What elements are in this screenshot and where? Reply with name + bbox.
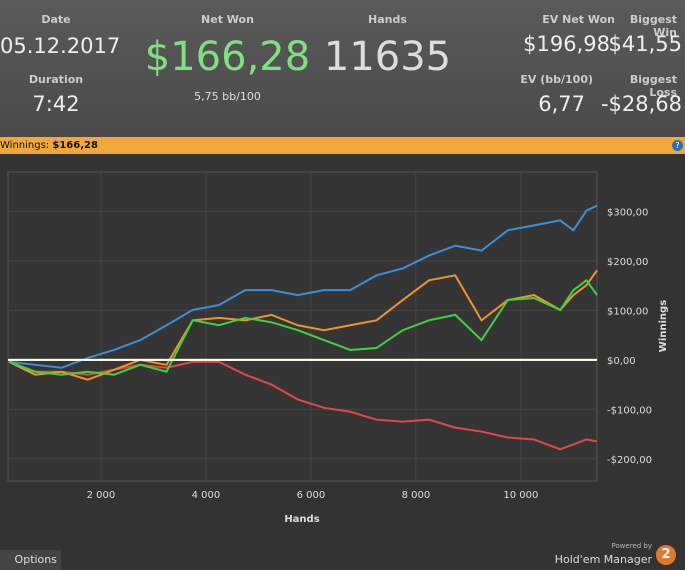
duration-label: Duration [28, 73, 84, 86]
ev-bb100: 6,77 [538, 92, 585, 116]
y-tick-label: $100,00 [607, 306, 648, 317]
banner: Winnings: $166,28 ? [0, 137, 685, 154]
options-button[interactable]: Options [0, 550, 61, 570]
x-tick-label: 4 000 [192, 490, 221, 501]
series-line [8, 269, 598, 381]
banner-label: Winnings: [0, 140, 50, 151]
biggest-loss-label: Biggest Loss [629, 73, 677, 99]
y-tick-label: -$100,00 [607, 405, 652, 416]
ev-bb100-label: EV (bb/100) [520, 73, 593, 86]
date: 05.12.2017 [0, 34, 121, 58]
summary-panel: Date 05.12.2017 Duration 7:42 Net Won $1… [0, 0, 685, 137]
bb100: 5,75 bb/100 [194, 90, 261, 103]
chart: Winnings Hands 2 000 4 000 6 000 8 000 10 00… [7, 171, 669, 525]
powered-by: Powered by [611, 542, 652, 550]
ev-net-won-label: EV Net Won [542, 13, 615, 26]
date-label: Date [41, 13, 71, 26]
brand: Hold'em Manager [554, 553, 652, 566]
y-tick-label: $0,00 [607, 356, 636, 367]
ev-net-won: $196,98 [523, 32, 610, 56]
y-tick-label: $300,00 [607, 208, 648, 219]
hands-label: Hands [368, 13, 407, 26]
banner-value: $166,28 [52, 140, 98, 151]
y-tick-label: $200,00 [607, 257, 648, 268]
duration: 7:42 [32, 92, 80, 116]
biggest-win-label: Biggest Win [629, 13, 677, 39]
hands: 11635 [323, 34, 452, 80]
brand-logo: 2 [656, 545, 676, 565]
net-won: $166,28 [144, 34, 311, 80]
x-tick-label: 6 000 [297, 490, 326, 501]
biggest-win: $41,55 [608, 32, 682, 56]
y-tick-label: -$200,00 [607, 455, 652, 466]
x-tick-label: 10 000 [503, 490, 538, 501]
help-button[interactable]: ? [672, 140, 683, 151]
biggest-loss: -$28,68 [600, 92, 682, 116]
x-tick-label: 2 000 [87, 490, 116, 501]
x-tick-label: 8 000 [402, 490, 431, 501]
series-line [8, 204, 598, 369]
x-axis-label: Hands [284, 514, 319, 525]
net-won-label: Net Won [201, 13, 254, 26]
series-line [8, 278, 598, 376]
footer: Options Powered by Hold'em Manager 2 [0, 542, 685, 570]
y-axis-label: Winnings [658, 300, 669, 352]
